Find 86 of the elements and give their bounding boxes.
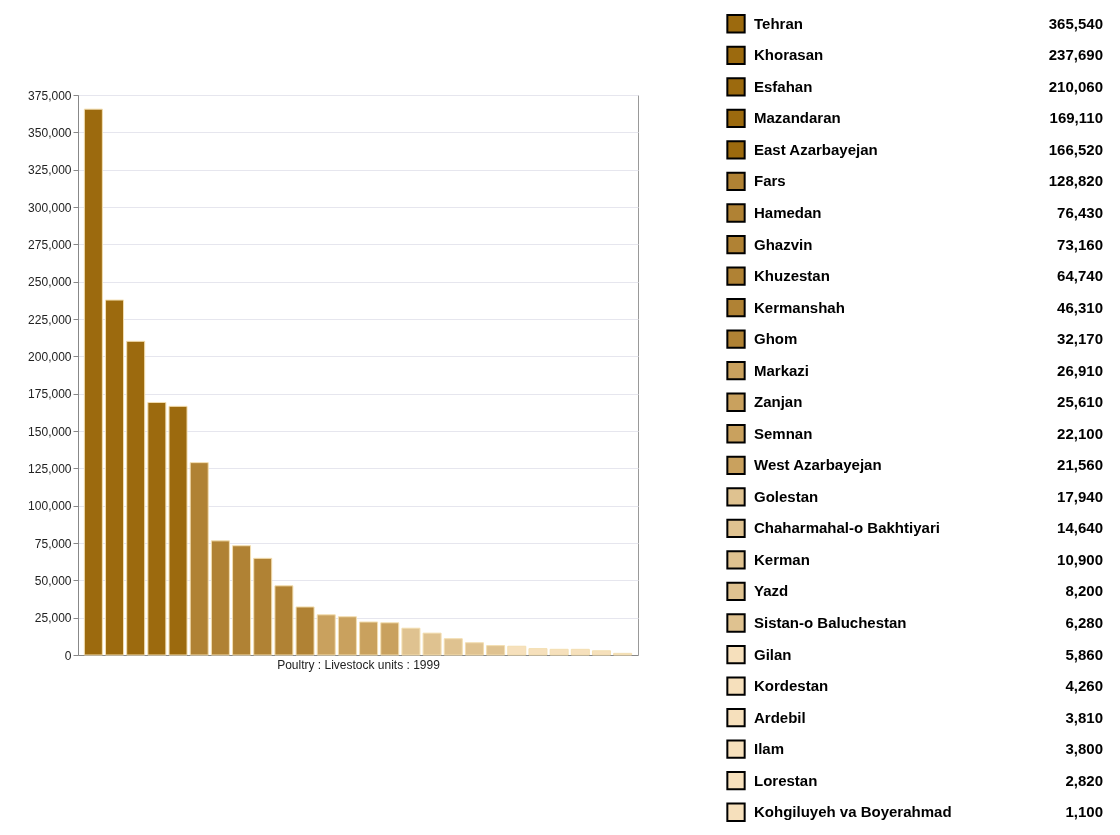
data-label: 32,170	[1057, 330, 1103, 348]
category-label: Ilam	[754, 740, 785, 758]
data-label: 17,940	[1057, 487, 1103, 505]
data-label: 22,100	[1057, 424, 1103, 442]
bar	[591, 650, 611, 656]
data-label: 5,860	[1065, 645, 1103, 663]
bar	[337, 616, 357, 656]
category-label: Gilan	[754, 645, 792, 663]
y-tick-label: 150,000	[28, 424, 72, 439]
category-label: Kohgiluyeh va Boyerahmad	[754, 803, 952, 821]
data-label: 8,200	[1065, 582, 1103, 600]
y-tick-label: 325,000	[28, 163, 72, 178]
x-axis-title: Poultry : Livestock units : 1999	[277, 657, 441, 672]
bar	[464, 642, 484, 656]
data-label: 365,540	[1048, 14, 1103, 32]
y-tick-label: 225,000	[28, 312, 72, 327]
category-label: Zanjan	[754, 393, 803, 411]
bar	[189, 462, 209, 656]
category-label: Kordestan	[754, 677, 829, 695]
y-tick-label: 375,000	[28, 88, 72, 103]
category-label: East Azarbayejan	[754, 140, 878, 158]
category-label: Esfahan	[754, 77, 813, 95]
bar	[359, 621, 379, 656]
category-label: Tehran	[754, 14, 803, 32]
bar	[507, 645, 527, 656]
data-label: 6,280	[1065, 614, 1103, 631]
category-label: Khorasan	[754, 46, 824, 64]
category-label: Golestan	[754, 487, 819, 505]
data-label: 210,060	[1048, 77, 1103, 95]
y-tick-label: 175,000	[28, 387, 72, 402]
data-label: 3,800	[1065, 740, 1103, 758]
category-label: Ghom	[754, 330, 798, 348]
y-tick-label: 200,000	[28, 349, 72, 364]
category-label: Khuzestan	[754, 267, 830, 285]
y-tick-label: 125,000	[28, 461, 72, 476]
bar	[105, 299, 125, 656]
category-label: Kermanshah	[754, 298, 845, 316]
category-label: Lorestan	[754, 771, 818, 789]
data-label: 4,260	[1065, 677, 1103, 695]
category-label: Yazd	[754, 582, 789, 600]
bar	[253, 557, 273, 656]
category-label: Fars	[754, 172, 786, 190]
y-tick-label: 100,000	[28, 499, 72, 514]
bar	[210, 540, 230, 656]
data-label: 10,900	[1057, 550, 1103, 568]
y-tick-label: 300,000	[28, 200, 72, 215]
data-label: 169,110	[1049, 109, 1103, 127]
y-tick-label: 0	[64, 648, 72, 663]
bar	[316, 614, 336, 656]
data-label: 128,820	[1048, 172, 1103, 190]
category-label: Ghazvin	[754, 235, 813, 253]
data-label: 14,640	[1057, 519, 1103, 537]
data-label: 64,740	[1057, 267, 1103, 285]
y-tick-label: 75,000	[34, 536, 72, 551]
category-label: Sistan-o Baluchestan	[754, 614, 907, 631]
category-label: Kerman	[754, 550, 810, 568]
y-tick-label: 250,000	[28, 275, 72, 290]
data-label: 26,910	[1057, 361, 1103, 379]
bar	[380, 622, 400, 656]
y-tick-label: 50,000	[34, 573, 72, 588]
category-label: Semnan	[754, 424, 813, 442]
category-label: Mazandaran	[754, 109, 841, 127]
category-label: Markazi	[754, 361, 810, 379]
data-label: 21,560	[1057, 456, 1103, 474]
data-label: 1,100	[1065, 803, 1103, 821]
category-label: Chaharmahal-o Bakhtiyari	[754, 519, 940, 537]
data-label: 25,610	[1057, 393, 1103, 411]
y-tick-label: 25,000	[34, 611, 72, 626]
category-label: West Azarbayejan	[754, 456, 882, 474]
data-label: 2,820	[1065, 771, 1103, 789]
data-label: 46,310	[1057, 298, 1103, 316]
bar	[486, 645, 506, 656]
data-label: 237,690	[1048, 46, 1103, 64]
data-label: 3,810	[1065, 708, 1103, 726]
category-label: Ardebil	[754, 708, 806, 726]
bar	[126, 340, 146, 656]
bar	[232, 545, 252, 656]
bar	[83, 108, 103, 656]
y-tick-label: 275,000	[28, 237, 72, 252]
data-label: 166,520	[1048, 140, 1103, 158]
bar	[443, 638, 463, 656]
y-tick-label: 350,000	[28, 125, 72, 140]
bar	[570, 648, 590, 656]
data-label: 76,430	[1057, 204, 1103, 221]
data-label: 73,160	[1057, 235, 1103, 253]
category-label: Hamedan	[754, 204, 822, 221]
